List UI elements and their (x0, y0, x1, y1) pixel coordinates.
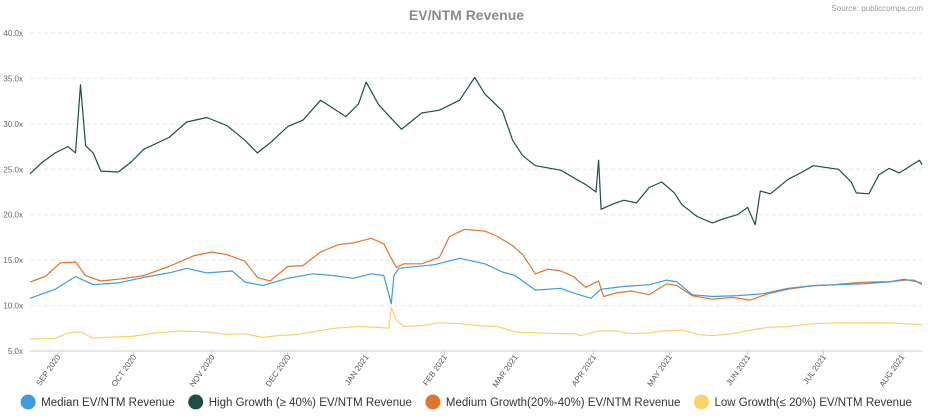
source-note: Source: publiccomps.com (831, 4, 923, 13)
series-line-2[interactable] (29, 228, 923, 301)
x-tick-label: AUG 2021 (878, 353, 907, 389)
x-tick-label: APR 2021 (570, 353, 599, 388)
x-axis-ticks: SEP 2020 OCT 2020 NOV 2020 DEC 2020 JAN 2021… (34, 351, 907, 390)
legend-marker[interactable] (693, 394, 709, 410)
gridlines (30, 32, 922, 352)
legend-label[interactable]: Median EV/NTM Revenue (41, 397, 175, 409)
chart-title: EV/NTM Revenue (408, 7, 525, 23)
x-tick-label: DEC 2020 (264, 353, 293, 389)
x-tick-label: FEB 2021 (421, 353, 449, 388)
y-tick-label: 15.0x (3, 256, 23, 265)
y-tick-label: 40.0x (3, 29, 23, 38)
x-tick-label: MAY 2021 (646, 353, 675, 389)
y-tick-label: 35.0x (3, 74, 23, 83)
x-tick-label: JUL 2021 (801, 353, 828, 386)
y-tick-label: 20.0x (3, 211, 23, 220)
x-tick-label: MAR 2021 (491, 353, 520, 390)
legend-label[interactable]: Low Growth(≤ 20%) EV/NTM Revenue (714, 397, 911, 409)
y-tick-label: 5.0x (8, 347, 23, 356)
y-axis-ticks: 5.0x 10.0x 15.0x 20.0x 25.0x 30.0x 35.0x 40.0x (3, 29, 23, 356)
series-line-0[interactable] (29, 257, 923, 305)
y-tick-label: 30.0x (3, 120, 23, 129)
legend-label[interactable]: High Growth (≥ 40%) EV/NTM Revenue (209, 397, 412, 409)
x-tick-label: JAN 2021 (343, 353, 371, 387)
series-line-1[interactable] (29, 76, 923, 226)
legend-marker[interactable] (188, 394, 204, 410)
legend: Median EV/NTM Revenue High Growth (≥ 40%)… (20, 394, 912, 410)
y-tick-label: 25.0x (3, 165, 23, 174)
series-line-3[interactable] (29, 306, 923, 340)
legend-label[interactable]: Medium Growth(20%-40%) EV/NTM Revenue (446, 397, 681, 409)
x-tick-label: OCT 2020 (110, 353, 139, 389)
x-tick-label: SEP 2020 (34, 353, 62, 388)
legend-marker[interactable] (425, 394, 441, 410)
x-tick-label: JUN 2021 (725, 353, 753, 388)
legend-marker[interactable] (20, 394, 36, 410)
series-lines (29, 76, 923, 340)
x-tick-label: NOV 2020 (188, 353, 217, 389)
y-tick-label: 10.0x (3, 302, 23, 311)
